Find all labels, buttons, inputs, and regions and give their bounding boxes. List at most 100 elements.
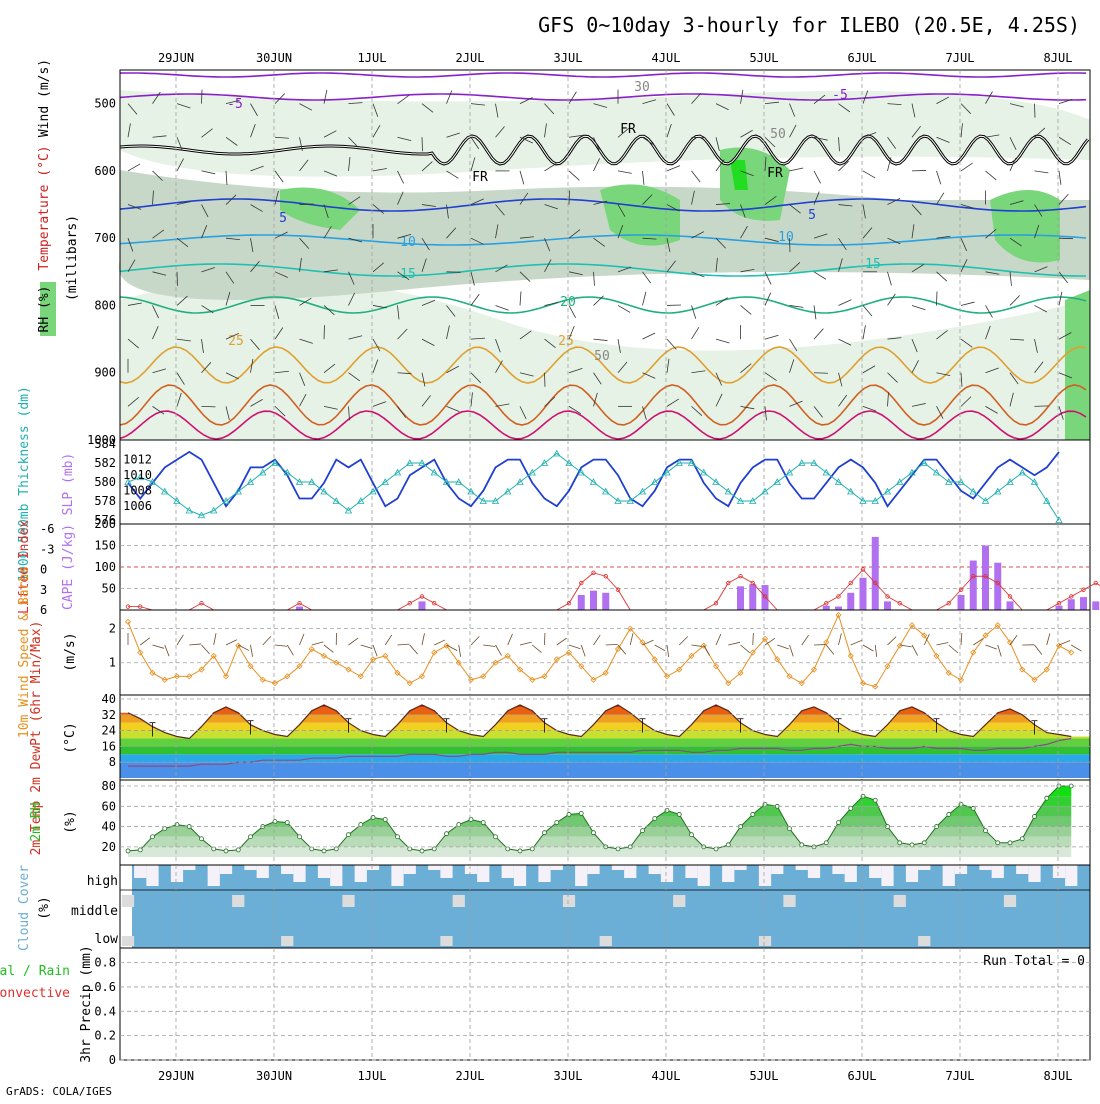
cloud-high-gap <box>318 865 330 878</box>
rh2m-point <box>530 847 534 851</box>
wind-barb-10m <box>912 645 918 656</box>
wind-panel: 12 <box>109 610 1090 695</box>
wind-barb-10m <box>398 644 410 645</box>
cape-bar <box>762 585 769 610</box>
contour-label-5: 5 <box>279 211 287 226</box>
cape-bar <box>578 595 585 610</box>
cloud-low-gap <box>281 936 293 946</box>
wind-barb-10m <box>177 635 183 645</box>
cloud-level-middle: middle <box>71 904 118 919</box>
wind-barb-10m <box>594 635 601 645</box>
precip-panel-frame <box>120 948 1090 1060</box>
wind-barb-10m <box>961 633 962 645</box>
wind-barb-10m <box>728 642 740 645</box>
contour-label-1: -5 <box>832 88 848 103</box>
cloud-high-gap <box>281 865 293 874</box>
cape-bar <box>602 593 609 610</box>
cloud-high-gap <box>685 865 697 878</box>
temp-tick-3: 32 <box>102 708 116 722</box>
temp-band-6 <box>120 715 1090 723</box>
wind-tick-0: 1 <box>109 656 116 670</box>
rh2m-point <box>726 843 730 847</box>
cloud-high-gap <box>649 865 661 874</box>
top-date-label-2: 1JUL <box>358 51 387 65</box>
wind-barb-10m <box>753 633 754 645</box>
rh2m-point <box>922 841 926 845</box>
wind-barb-10m <box>422 633 424 645</box>
wind-barb-10m <box>520 642 532 645</box>
wind-barb-10m <box>826 645 834 654</box>
cloud-high-gap <box>183 865 195 870</box>
cloud-high-gap <box>734 865 746 870</box>
cape-tick-1: 100 <box>94 560 116 574</box>
rh2m-point <box>445 832 449 836</box>
cape-bar <box>1068 599 1075 610</box>
rh2m-point <box>383 817 387 821</box>
wind-barb-10m <box>875 645 876 657</box>
pressure-tick-1: 600 <box>94 164 116 178</box>
lifted-tick-2: 0 <box>40 563 47 577</box>
wind-barb-10m <box>937 643 949 645</box>
wind-barb-10m <box>581 645 585 656</box>
wind-barb-10m <box>655 645 665 651</box>
rh-tick-2: 60 <box>102 799 116 813</box>
top-date-label-7: 6JUL <box>848 51 877 65</box>
wind-barb-10m <box>802 635 809 645</box>
cloud-high-gap <box>355 865 367 882</box>
cloud-high-gap <box>293 865 305 882</box>
contour-label-0: -5 <box>227 97 243 112</box>
cloud-high-gap <box>906 865 918 882</box>
ylabel-temperature: Temperature (°C) <box>37 145 52 270</box>
ylabel-cloud-units: (%) <box>37 896 52 919</box>
cloud-high-gap <box>244 865 256 870</box>
wind-barb-10m <box>839 633 842 645</box>
rh2m-point <box>151 835 155 839</box>
rh2m-point <box>653 816 657 820</box>
contour-label-9: 15 <box>400 267 416 282</box>
rh2m-point <box>1020 837 1024 841</box>
rh2m-point <box>592 831 596 835</box>
temp-band-2 <box>120 746 1090 754</box>
rh2m-point <box>420 849 424 853</box>
ylabel-rh: RH (%) <box>37 286 52 333</box>
top-date-label-8: 7JUL <box>946 51 975 65</box>
top-date-label-6: 5JUL <box>750 51 779 65</box>
rh2m-point <box>751 812 755 816</box>
wind-barb-10m <box>949 645 958 653</box>
rh2m-point <box>224 849 228 853</box>
rh2m-point <box>396 835 400 839</box>
rh2m-point <box>714 847 718 851</box>
wind-barb-10m <box>165 645 169 656</box>
wind-barb-10m <box>998 645 1002 656</box>
wind-barb-10m <box>777 645 788 649</box>
ylabel-wind: Wind (m/s) <box>37 59 52 137</box>
cloud-high-gap <box>330 865 342 886</box>
rh-tick-1: 40 <box>102 820 116 834</box>
thickness-tick-1: 578 <box>94 494 116 508</box>
cloud-low-gap <box>759 936 771 946</box>
cloud-mid-gap <box>122 895 134 907</box>
wind-barb-10m <box>741 645 750 653</box>
ylabel-millibars: (millibars) <box>65 215 80 301</box>
top-date-label-5: 4JUL <box>652 51 681 65</box>
cloud-high-gap <box>587 865 599 874</box>
temp-band-1 <box>120 754 1090 762</box>
cloud-high-gap <box>661 865 673 882</box>
cape-bar <box>835 607 842 610</box>
cloud-mid-gap <box>563 895 575 907</box>
cloud-mid-gap <box>453 895 465 907</box>
rh2m-point <box>690 833 694 837</box>
ylabel-precip-total: Total / Rain <box>0 964 70 979</box>
ylabel-precip: 3hr Precip (mm) <box>79 945 94 1062</box>
rh2m-point <box>322 849 326 853</box>
wind-barb-10m <box>483 645 495 646</box>
cloud-high-gap <box>979 865 991 870</box>
cloud-high-gap <box>918 865 930 870</box>
pressure-tick-3: 800 <box>94 298 116 312</box>
rh2m-point <box>249 835 253 839</box>
rh2m-point <box>1045 796 1049 800</box>
wind-barb-10m <box>851 640 862 645</box>
